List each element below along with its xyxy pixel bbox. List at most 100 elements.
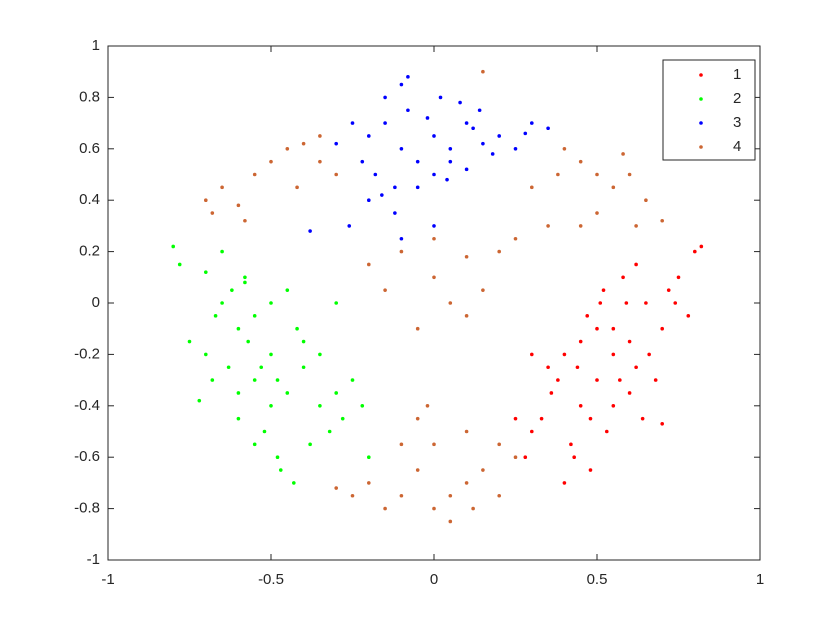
point xyxy=(327,429,332,434)
x-tick-label: 0 xyxy=(430,571,438,588)
point xyxy=(490,152,495,156)
point xyxy=(497,493,502,498)
point xyxy=(285,147,290,151)
point xyxy=(285,391,290,395)
point xyxy=(204,352,208,357)
point xyxy=(666,288,671,292)
point xyxy=(425,404,430,408)
point xyxy=(350,121,355,125)
point xyxy=(243,218,247,223)
point xyxy=(627,172,632,177)
point xyxy=(432,506,436,511)
point xyxy=(367,455,371,460)
point xyxy=(572,455,576,460)
point xyxy=(399,249,404,254)
point xyxy=(611,404,616,408)
point xyxy=(530,121,534,125)
point xyxy=(252,172,257,177)
point xyxy=(204,198,208,202)
point xyxy=(471,506,475,511)
point xyxy=(318,159,322,164)
point xyxy=(513,455,518,460)
point xyxy=(220,301,224,305)
point xyxy=(699,244,704,249)
point xyxy=(530,429,534,434)
legend-label: 3 xyxy=(733,114,741,131)
point xyxy=(252,314,257,318)
point xyxy=(399,147,404,151)
point xyxy=(350,493,355,498)
point xyxy=(445,177,449,182)
point xyxy=(644,198,648,202)
point xyxy=(415,468,420,472)
point xyxy=(611,352,616,357)
point xyxy=(204,270,208,274)
point xyxy=(367,481,371,485)
point xyxy=(340,416,345,421)
x-tick-label: -0.5 xyxy=(258,571,284,588)
point xyxy=(295,185,299,190)
point xyxy=(243,275,247,280)
point xyxy=(295,326,299,331)
point xyxy=(236,391,241,395)
point xyxy=(627,391,632,395)
point xyxy=(350,378,355,382)
point xyxy=(562,147,567,151)
point xyxy=(578,159,583,164)
point xyxy=(562,481,567,485)
point xyxy=(618,378,622,382)
point xyxy=(177,262,182,267)
point xyxy=(464,429,469,434)
point xyxy=(588,468,593,472)
legend-box xyxy=(662,59,756,161)
point xyxy=(226,365,231,370)
point xyxy=(301,365,306,370)
point xyxy=(393,211,397,215)
point xyxy=(634,224,638,228)
point xyxy=(171,244,175,249)
point xyxy=(481,288,485,292)
legend-marker xyxy=(699,97,703,101)
point xyxy=(481,468,485,472)
point xyxy=(530,352,534,357)
point xyxy=(236,326,241,331)
point xyxy=(569,442,573,447)
point xyxy=(546,126,550,131)
point xyxy=(627,339,632,344)
point xyxy=(383,288,387,292)
point xyxy=(383,121,387,125)
point xyxy=(497,442,502,447)
point xyxy=(588,416,593,421)
point xyxy=(432,134,436,138)
point xyxy=(621,152,625,156)
point xyxy=(497,134,502,138)
point xyxy=(301,141,306,146)
point xyxy=(318,134,322,138)
legend-label: 1 xyxy=(733,66,741,83)
point xyxy=(380,193,384,197)
point xyxy=(334,141,339,146)
point xyxy=(301,339,306,344)
point xyxy=(497,249,502,254)
point xyxy=(621,275,625,280)
point xyxy=(595,172,599,177)
point xyxy=(269,301,273,305)
point xyxy=(464,481,469,485)
point xyxy=(230,288,234,292)
legend-marker xyxy=(699,73,703,77)
point xyxy=(213,314,218,318)
point xyxy=(367,262,371,267)
point xyxy=(530,185,534,190)
point xyxy=(308,229,312,233)
point xyxy=(448,493,453,498)
point xyxy=(624,301,629,305)
point xyxy=(292,481,296,485)
point xyxy=(575,365,580,370)
axes-box xyxy=(107,45,761,561)
legend-label: 4 xyxy=(733,138,741,155)
point xyxy=(432,442,436,447)
point xyxy=(481,141,485,146)
point xyxy=(471,126,475,131)
